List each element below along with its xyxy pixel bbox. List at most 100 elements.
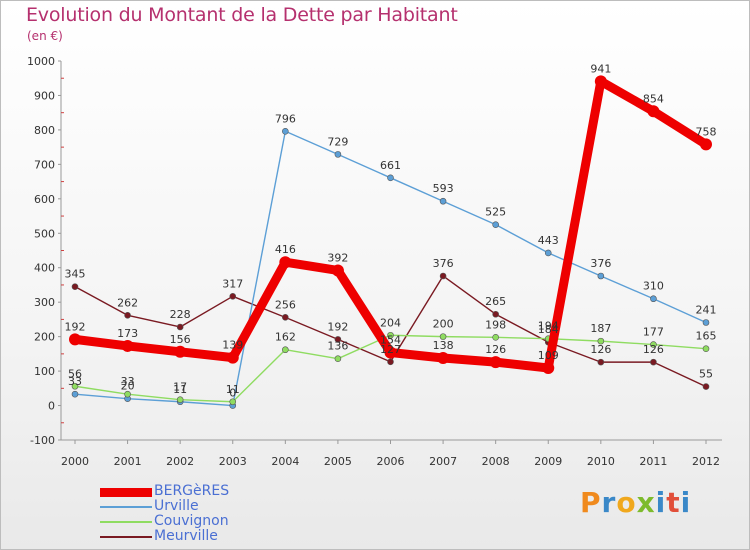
data-point bbox=[439, 272, 447, 280]
y-tick-label: 900 bbox=[34, 89, 55, 102]
data-point bbox=[334, 355, 342, 362]
data-point bbox=[282, 127, 289, 135]
y-tick-label: 800 bbox=[34, 124, 55, 137]
y-tick-label: -100 bbox=[30, 434, 55, 447]
data-point bbox=[331, 264, 344, 277]
data-point bbox=[542, 361, 555, 374]
data-label: 109 bbox=[538, 349, 559, 362]
y-tick-label: 400 bbox=[34, 262, 55, 275]
legend-swatch bbox=[100, 536, 152, 538]
data-label: 758 bbox=[696, 125, 717, 138]
x-tick-label: 2012 bbox=[692, 455, 720, 468]
data-point bbox=[387, 174, 394, 182]
legend-label: BERGèRES bbox=[154, 483, 230, 499]
data-point bbox=[544, 249, 552, 257]
data-point bbox=[226, 351, 239, 364]
chart-subtitle: (en €) bbox=[27, 29, 63, 43]
data-point bbox=[594, 75, 607, 88]
data-label: 136 bbox=[327, 340, 348, 353]
data-label: 33 bbox=[68, 375, 82, 388]
data-label: 392 bbox=[327, 251, 348, 264]
data-point bbox=[229, 293, 237, 300]
data-point bbox=[492, 334, 499, 341]
data-label: 56 bbox=[68, 367, 82, 380]
data-point bbox=[279, 256, 292, 269]
data-label: 345 bbox=[65, 268, 86, 281]
x-tick-label: 2007 bbox=[429, 455, 457, 468]
data-label: 200 bbox=[433, 318, 454, 331]
data-label: 198 bbox=[485, 318, 506, 331]
x-tick-label: 2000 bbox=[61, 455, 89, 468]
data-label: 525 bbox=[485, 206, 506, 219]
data-label: 17 bbox=[173, 381, 187, 394]
data-label: 154 bbox=[380, 333, 401, 346]
data-point bbox=[439, 333, 447, 340]
data-label: 661 bbox=[380, 159, 401, 172]
data-label: 162 bbox=[275, 331, 296, 344]
y-tick-label: 0 bbox=[48, 400, 55, 413]
data-point bbox=[121, 339, 134, 352]
x-tick-label: 2005 bbox=[324, 455, 352, 468]
data-label: 55 bbox=[699, 368, 713, 381]
data-label: 443 bbox=[538, 234, 559, 247]
data-point bbox=[597, 272, 605, 280]
data-point bbox=[492, 310, 499, 318]
data-label: 177 bbox=[643, 326, 664, 339]
x-tick-label: 2004 bbox=[271, 455, 299, 468]
data-point bbox=[489, 356, 502, 369]
data-label: 256 bbox=[275, 298, 296, 311]
data-label: 126 bbox=[590, 343, 611, 356]
y-tick-label: 200 bbox=[34, 331, 55, 344]
data-point bbox=[174, 345, 187, 358]
data-label: 33 bbox=[121, 375, 135, 388]
legend-label: Couvignon bbox=[154, 513, 229, 529]
data-point bbox=[702, 345, 710, 352]
data-label: 184 bbox=[538, 323, 559, 336]
data-point bbox=[387, 358, 394, 366]
x-tick-label: 2009 bbox=[534, 455, 562, 468]
data-label: 192 bbox=[327, 320, 348, 333]
data-point bbox=[650, 341, 657, 348]
data-point bbox=[176, 323, 184, 331]
data-point bbox=[597, 337, 605, 345]
y-tick-label: 100 bbox=[34, 365, 55, 378]
data-label: 0 bbox=[229, 387, 236, 400]
data-label: 138 bbox=[433, 339, 454, 352]
data-point bbox=[334, 336, 342, 343]
data-point bbox=[176, 396, 184, 403]
data-label: 194 bbox=[538, 320, 559, 333]
data-label: 192 bbox=[65, 320, 86, 333]
data-label: 204 bbox=[380, 316, 401, 329]
data-label: 139 bbox=[222, 339, 243, 352]
chart-title: Evolution du Montant de la Dette par Hab… bbox=[26, 4, 458, 26]
legend-swatch bbox=[100, 487, 152, 497]
legend-swatch bbox=[100, 521, 152, 523]
y-tick-label: 500 bbox=[34, 227, 55, 240]
y-tick-label: 1000 bbox=[27, 55, 55, 68]
y-tick-label: 600 bbox=[34, 193, 55, 206]
data-label: 228 bbox=[170, 308, 191, 321]
data-point bbox=[384, 346, 397, 359]
data-point bbox=[229, 398, 237, 406]
data-label: 20 bbox=[121, 380, 135, 393]
data-point bbox=[702, 383, 710, 390]
data-point bbox=[492, 221, 499, 228]
data-point bbox=[650, 358, 657, 366]
data-label: 854 bbox=[643, 92, 664, 105]
data-point bbox=[647, 105, 660, 118]
legend-label: Meurville bbox=[154, 528, 218, 544]
data-label: 941 bbox=[590, 62, 611, 75]
data-point bbox=[650, 295, 657, 303]
data-point bbox=[437, 351, 450, 364]
data-point bbox=[439, 197, 447, 205]
data-label: 156 bbox=[170, 333, 191, 346]
x-tick-label: 2001 bbox=[114, 455, 142, 468]
data-label: 241 bbox=[696, 304, 717, 317]
data-label: 126 bbox=[643, 343, 664, 356]
data-label: 376 bbox=[590, 257, 611, 270]
y-tick-label: 300 bbox=[34, 296, 55, 309]
x-tick-label: 2011 bbox=[639, 455, 667, 468]
data-label: 11 bbox=[226, 383, 240, 396]
legend-label: Urville bbox=[154, 498, 199, 514]
